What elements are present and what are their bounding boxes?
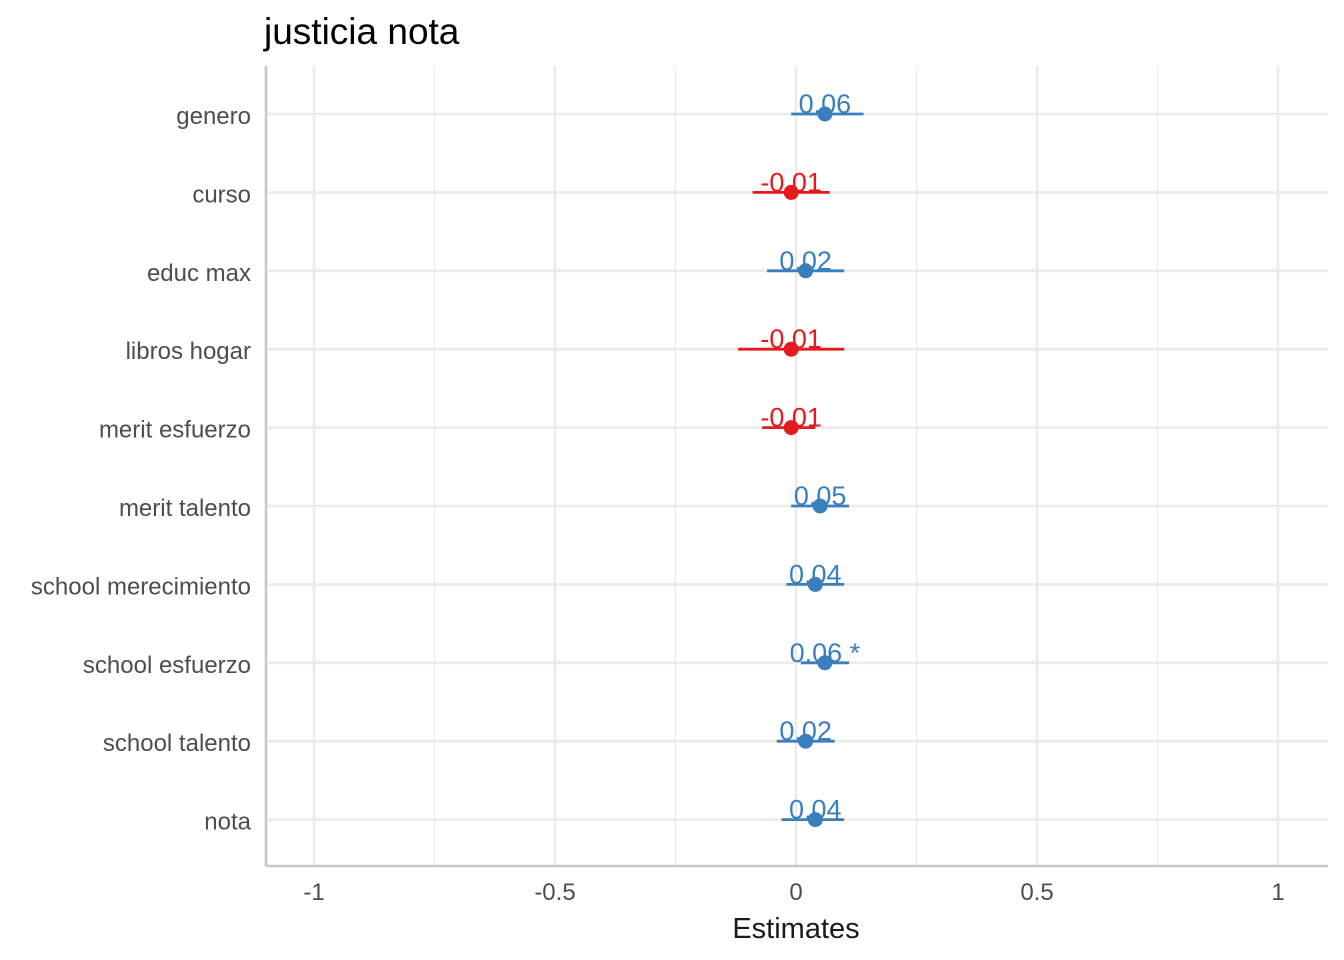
term-row: merit talento 0.05 [119,481,850,522]
term-label: genero [176,103,251,130]
estimate-point [807,812,823,828]
estimate-point [812,498,828,514]
x-axis-title: Estimates [732,913,859,945]
term-row: nota 0.04 [204,795,845,836]
value-label: -0.01 [760,403,822,433]
term-row: school esfuerzo 0.06 * [83,638,861,679]
value-label: 0.04 [789,795,842,825]
value-label: 0.02 [779,716,832,746]
axis-layer [264,66,1328,868]
term-row: genero 0.06 [176,89,864,130]
term-row: educ max 0.02 [147,246,845,287]
value-label: -0.01 [760,324,822,354]
term-row: school merecimiento 0.04 [31,559,845,600]
estimate-point [807,576,823,592]
x-tick-label: -0.5 [534,879,575,906]
estimate-point [817,655,833,671]
term-row: curso -0.01 [192,167,830,208]
x-tick-label: 0.5 [1020,879,1053,906]
value-label: 0.04 [789,559,842,589]
x-tick-label: -1 [303,879,324,906]
estimate-point [783,420,799,436]
term-label: nota [204,809,251,836]
chart-title: justicia nota [263,11,460,52]
x-tick-label: 0 [789,879,802,906]
term-label: school esfuerzo [83,652,251,679]
term-row: school talento 0.02 [103,716,835,757]
term-label: educ max [147,260,251,287]
term-label: curso [192,181,251,208]
value-label: 0.05 [794,481,847,511]
term-row: libros hogar -0.01 [126,324,845,365]
term-label: merit esfuerzo [99,417,251,444]
estimate-point [783,341,799,357]
x-tick-label: 1 [1271,879,1284,906]
x-tick-labels: -1 -0.5 0 0.5 1 [303,879,1284,906]
estimate-point [798,733,814,749]
term-row: merit esfuerzo -0.01 [99,403,822,444]
term-label: merit talento [119,495,251,522]
term-label: school talento [103,730,251,757]
term-label: school merecimiento [31,573,251,600]
value-label: 0.06 [799,89,852,119]
value-label: 0.06 * [790,638,861,668]
value-label: -0.01 [760,167,822,197]
term-label: libros hogar [126,338,251,365]
estimate-point [783,184,799,200]
terms-layer: genero 0.06 curso -0.01 educ max 0.02 libros h… [31,89,864,836]
value-label: 0.02 [779,246,832,276]
estimate-point [798,263,814,279]
estimate-point [817,106,833,122]
